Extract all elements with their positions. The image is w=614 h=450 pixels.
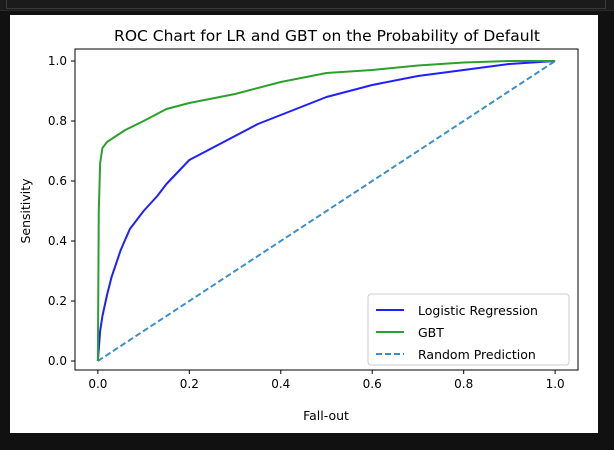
roc-chart-svg: ROC Chart for LR and GBT on the Probabil… xyxy=(18,27,579,423)
x-tick-label: 0.4 xyxy=(271,377,290,391)
x-tick-label: 0.6 xyxy=(363,377,382,391)
series-line-logistic-regression xyxy=(96,60,556,362)
series-line-random-prediction xyxy=(97,60,556,362)
plot-area-frame xyxy=(74,48,579,371)
legend: Logistic Regression GBT Random Predictio… xyxy=(367,293,570,366)
legend-label-gbt: GBT xyxy=(418,325,444,340)
y-tick-label: 0.8 xyxy=(48,114,67,128)
y-axis-label: Sensitivity xyxy=(18,178,33,244)
notebook-top-bar xyxy=(0,0,614,11)
series-line-gbt xyxy=(96,60,556,362)
y-tick-label: 0.6 xyxy=(48,174,67,188)
chart-title: ROC Chart for LR and GBT on the Probabil… xyxy=(114,27,540,45)
x-axis-ticks: 0.0 0.2 0.4 0.6 0.8 1.0 xyxy=(88,370,565,391)
chart-figure: ROC Chart for LR and GBT on the Probabil… xyxy=(10,15,598,433)
x-tick-label: 0.0 xyxy=(88,377,107,391)
legend-label-logistic-regression: Logistic Regression xyxy=(418,303,538,318)
x-tick-label: 0.2 xyxy=(180,377,199,391)
y-tick-label: 0.0 xyxy=(48,354,67,368)
x-tick-label: 0.8 xyxy=(454,377,473,391)
y-tick-label: 0.2 xyxy=(48,294,67,308)
notebook-cell-edge xyxy=(6,0,606,9)
legend-label-random-prediction: Random Prediction xyxy=(418,347,536,362)
y-axis-ticks: 0.0 0.2 0.4 0.6 0.8 1.0 xyxy=(48,54,75,368)
y-tick-label: 0.4 xyxy=(48,234,67,248)
plot-lines xyxy=(96,60,556,362)
y-tick-label: 1.0 xyxy=(48,54,67,68)
x-tick-label: 1.0 xyxy=(546,377,565,391)
x-axis-label: Fall-out xyxy=(303,408,349,423)
legend-box xyxy=(367,293,570,366)
